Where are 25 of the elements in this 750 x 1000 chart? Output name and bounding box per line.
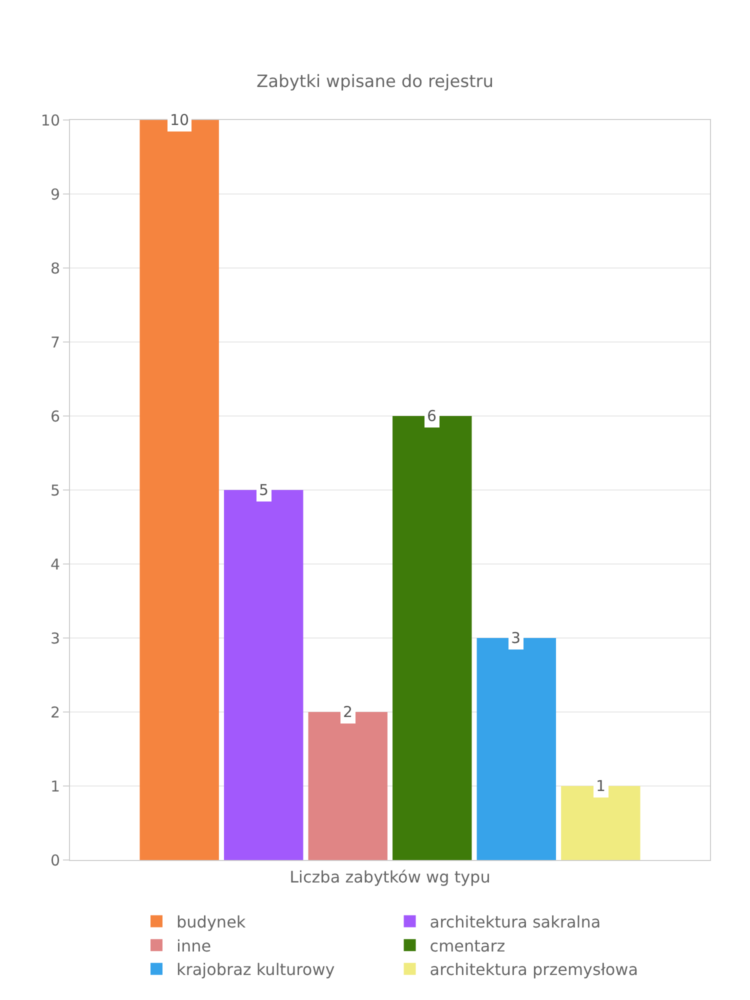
x-axis-title: Liczba zabytków wg typu xyxy=(290,868,490,887)
data-label: 5 xyxy=(259,481,269,499)
legend-label: architektura sakralna xyxy=(430,912,601,932)
y-tick-label: 3 xyxy=(50,629,60,648)
data-label: 10 xyxy=(170,111,190,129)
legend-label: budynek xyxy=(176,912,246,932)
y-tick-label: 7 xyxy=(50,333,60,352)
data-label: 3 xyxy=(511,629,521,647)
y-tick-label: 5 xyxy=(50,481,60,500)
y-tick-label: 8 xyxy=(50,259,60,278)
legend-label: architektura przemysłowa xyxy=(430,960,638,980)
data-label: 1 xyxy=(596,777,606,795)
data-label: 6 xyxy=(427,407,437,425)
y-tick-label: 1 xyxy=(50,777,60,796)
legend-label: inne xyxy=(176,936,212,956)
y-tick-label: 2 xyxy=(50,703,60,722)
legend-label: cmentarz xyxy=(430,936,506,956)
chart-title: Zabytki wpisane do rejestru xyxy=(256,72,494,92)
y-tick-label: 10 xyxy=(40,111,60,130)
y-tick-label: 6 xyxy=(50,407,60,426)
legend-label: krajobraz kulturowy xyxy=(176,960,335,980)
y-tick-label: 9 xyxy=(50,185,60,204)
y-tick-label: 0 xyxy=(50,851,60,870)
y-tick-label: 4 xyxy=(50,555,60,574)
data-label: 2 xyxy=(343,703,353,721)
